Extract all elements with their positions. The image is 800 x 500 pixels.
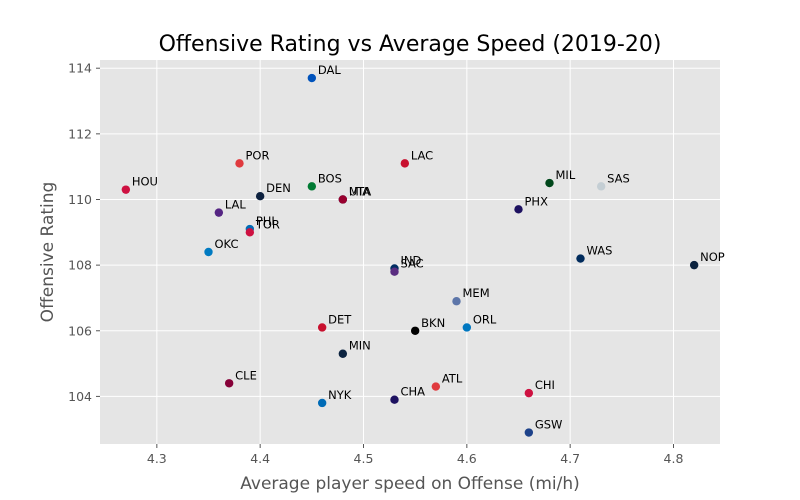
point-label-sas: SAS xyxy=(607,171,630,185)
point-atl xyxy=(431,382,441,391)
point-hou xyxy=(121,185,131,194)
point-por xyxy=(235,159,244,168)
y-tick-label: 114 xyxy=(68,61,92,76)
grid-lines xyxy=(100,60,720,444)
point-mem xyxy=(452,297,461,306)
point-det xyxy=(317,323,327,332)
point-mil xyxy=(545,178,554,188)
point-label-dal: DAL xyxy=(318,63,342,77)
y-tick-label: 110 xyxy=(68,192,92,207)
point-nyk xyxy=(317,398,327,408)
point-label-den: DEN xyxy=(266,181,291,195)
point-label-gsw: GSW xyxy=(535,418,563,432)
axis-ticks: 4.3 4.4 4.5 4.6 4.7 4.8 104 106 108 110 112 114 xyxy=(68,61,683,466)
y-axis-label: Offensive Rating xyxy=(38,182,58,323)
point-label-phx: PHX xyxy=(525,194,549,208)
y-tick-label: 112 xyxy=(68,126,92,141)
point-chi xyxy=(524,388,534,398)
point-sas xyxy=(596,182,606,191)
x-tick-label: 4.7 xyxy=(560,451,580,466)
x-tick-label: 4.5 xyxy=(354,451,374,466)
point-was xyxy=(576,254,585,263)
point-lac xyxy=(400,159,410,168)
point-mia xyxy=(338,195,348,204)
y-tick-label: 108 xyxy=(68,258,92,273)
point-label-por: POR xyxy=(246,148,270,162)
point-label-mil: MIL xyxy=(556,168,576,182)
point-min xyxy=(338,349,348,358)
point-sac xyxy=(390,267,399,276)
point-label-nop: NOP xyxy=(700,250,725,264)
plot-area xyxy=(100,60,720,444)
point-label-uta: UTA xyxy=(349,184,372,198)
x-tick-label: 4.8 xyxy=(664,451,684,466)
x-tick-label: 4.6 xyxy=(457,451,477,466)
point-label-chi: CHI xyxy=(535,378,555,392)
point-gsw xyxy=(524,428,534,437)
point-label-det: DET xyxy=(328,312,352,326)
point-label-lac: LAC xyxy=(411,148,433,162)
point-phx xyxy=(514,205,523,214)
point-label-nyk: NYK xyxy=(328,388,352,402)
x-tick-label: 4.3 xyxy=(147,451,167,466)
point-cle xyxy=(224,379,234,388)
point-label-mem: MEM xyxy=(463,286,490,300)
x-tick-label: 4.4 xyxy=(250,451,270,466)
point-bkn xyxy=(410,326,420,335)
y-tick-label: 106 xyxy=(68,323,92,338)
point-label-okc: OKC xyxy=(215,237,239,251)
chart-title: Offensive Rating vs Average Speed (2019-… xyxy=(159,32,662,57)
point-dal xyxy=(307,73,317,83)
point-label-cle: CLE xyxy=(235,368,257,382)
point-label-lal: LAL xyxy=(225,198,247,212)
point-label-phi: PHI xyxy=(256,214,275,228)
point-tor xyxy=(245,228,255,237)
point-label-atl: ATL xyxy=(442,372,463,386)
point-label-bkn: BKN xyxy=(421,316,445,330)
point-label-cha: CHA xyxy=(401,385,426,399)
point-lal xyxy=(214,208,224,217)
point-okc xyxy=(204,247,213,257)
point-label-ind: IND xyxy=(401,253,422,267)
point-label-orl: ORL xyxy=(473,312,497,326)
point-cha xyxy=(390,395,399,404)
point-den xyxy=(255,192,265,201)
point-label-was: WAS xyxy=(587,244,613,258)
point-nop xyxy=(689,260,699,270)
point-bos xyxy=(307,182,317,191)
point-label-mia: MIA xyxy=(349,184,370,198)
y-tick-label: 104 xyxy=(68,389,92,404)
point-label-hou: HOU xyxy=(132,175,158,189)
point-label-bos: BOS xyxy=(318,171,342,185)
point-label-tor: TOR xyxy=(255,217,280,231)
x-axis-label: Average player speed on Offense (mi/h) xyxy=(240,474,580,494)
point-label-sac: SAC xyxy=(401,257,424,271)
point-label-min: MIN xyxy=(349,339,371,353)
point-orl xyxy=(462,323,472,332)
